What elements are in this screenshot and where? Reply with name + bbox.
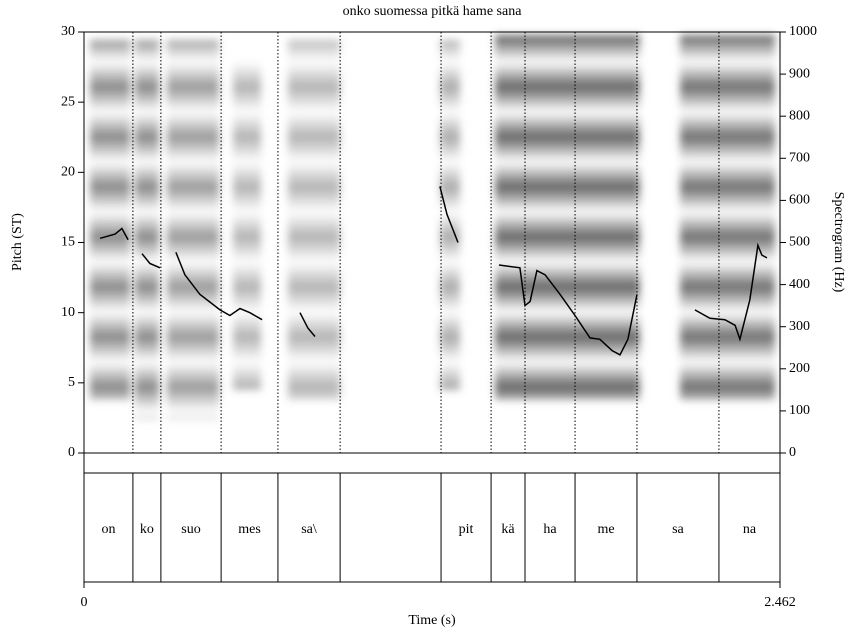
tier-label: ko xyxy=(140,522,154,537)
tier-label: ha xyxy=(543,522,557,537)
y2-tick-label: 500 xyxy=(789,235,810,250)
y2-axis-label: Spectrogram (Hz) xyxy=(831,192,846,293)
y-tick-label: 0 xyxy=(68,445,75,460)
y-tick-label: 10 xyxy=(61,305,75,320)
tier-label: kä xyxy=(501,522,515,537)
tier-label: on xyxy=(101,522,115,537)
y2-tick-label: 800 xyxy=(789,108,810,123)
tier-label: suo xyxy=(181,522,200,537)
y-axis-label: Pitch (ST) xyxy=(10,213,25,271)
tier-label: na xyxy=(743,522,757,537)
tier-frame xyxy=(83,452,781,583)
tier-label: pit xyxy=(459,522,474,537)
pitch-line xyxy=(99,186,768,356)
tier-label: me xyxy=(597,522,614,537)
y-tick-label: 20 xyxy=(61,165,75,180)
y2-tick-label: 600 xyxy=(789,193,810,208)
y2-tick-label: 400 xyxy=(789,277,810,292)
y-tick-label: 30 xyxy=(61,24,75,39)
y-tick-label: 15 xyxy=(61,235,75,250)
tier-label: mes xyxy=(238,522,261,537)
tier-label: sa xyxy=(672,522,684,537)
x-tick-label: 2.462 xyxy=(764,595,796,610)
x-tick-label: 0 xyxy=(81,595,88,610)
y2-tick-label: 0 xyxy=(789,445,796,460)
y-tick-label: 5 xyxy=(68,375,75,390)
y2-tick-label: 300 xyxy=(789,319,810,334)
chart-title: onko suomessa pitkä hame sana xyxy=(343,4,523,19)
x-axis-label: Time (s) xyxy=(408,613,456,628)
y2-tick-label: 700 xyxy=(789,151,810,166)
y2-tick-label: 100 xyxy=(789,403,810,418)
y2-tick-label: 200 xyxy=(789,361,810,376)
tier-label: sa\ xyxy=(301,522,317,537)
spectrogram xyxy=(90,35,775,420)
y2-tick-label: 1000 xyxy=(789,24,817,39)
y-tick-label: 25 xyxy=(61,94,75,109)
y2-tick-label: 900 xyxy=(789,66,810,81)
